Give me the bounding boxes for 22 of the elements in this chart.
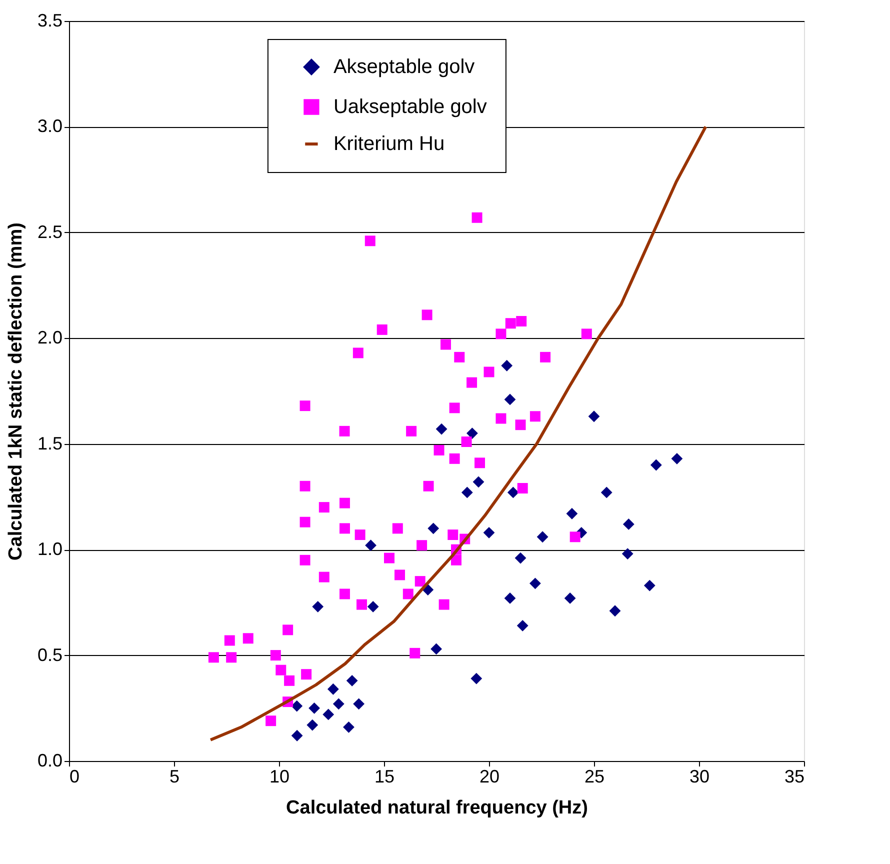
legend-label: Uakseptable golv [333, 96, 487, 118]
x-tick-label: 25 [584, 766, 605, 786]
y-tick-label: 2.5 [37, 222, 62, 242]
y-tick-label: 3.5 [37, 10, 62, 30]
y-tick-label: 1.5 [37, 433, 62, 454]
x-tick-label: 15 [374, 766, 395, 786]
legend-label: Kriterium Hu [333, 133, 445, 155]
x-tick-label: 35 [784, 766, 804, 786]
x-tick-label: 10 [269, 766, 290, 786]
y-tick-label: 0.0 [37, 750, 62, 770]
y-tick-label: 3.0 [37, 116, 62, 136]
y-axis-title: Calculated 1kN static deflection (mm) [5, 222, 26, 560]
x-tick-label: 20 [479, 766, 500, 786]
x-axis-title: Calculated natural frequency (Hz) [286, 798, 588, 818]
legend-label: Akseptable golv [333, 56, 475, 78]
x-tick-label: 30 [689, 766, 710, 786]
x-tick-label: 0 [70, 766, 80, 786]
y-tick-label: 2.0 [37, 328, 62, 348]
line-series [209, 125, 708, 742]
x-tick-label: 5 [169, 766, 180, 786]
y-tick-label: 1.0 [37, 539, 62, 560]
y-tick-label: 0.5 [37, 644, 62, 665]
